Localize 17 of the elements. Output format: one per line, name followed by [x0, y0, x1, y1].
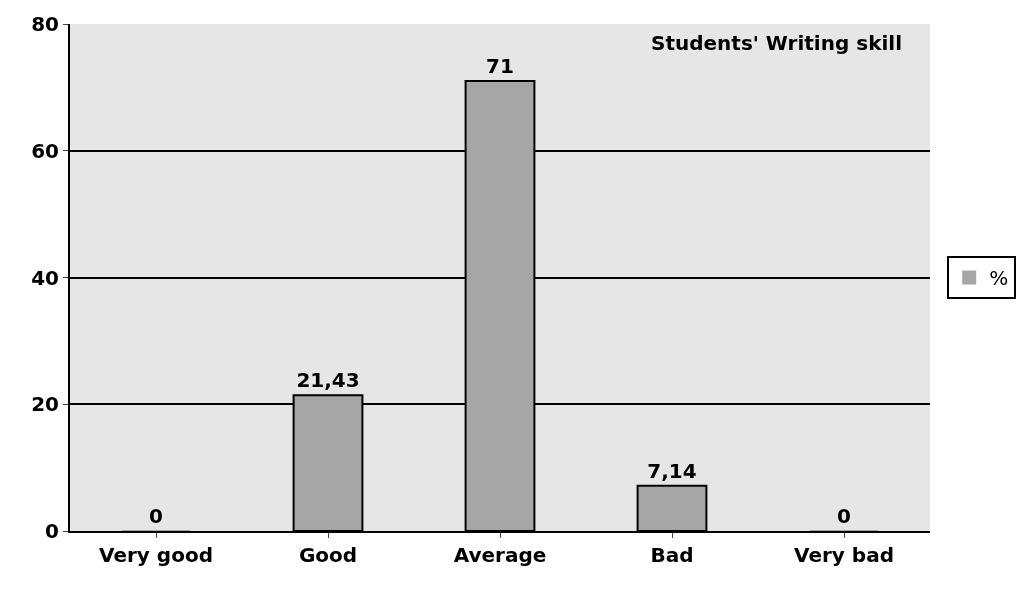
- chart-title: Students' Writing skill: [651, 31, 903, 55]
- y-tick-label: 0: [45, 519, 59, 543]
- y-tick-label: 60: [31, 138, 59, 163]
- x-tick-label: Average: [453, 543, 547, 567]
- data-label: 0: [837, 504, 851, 528]
- y-tick-label: 80: [31, 12, 59, 36]
- legend-label: %: [989, 266, 1009, 291]
- data-label: 71: [486, 54, 514, 79]
- data-label: 0: [149, 504, 163, 528]
- x-tick-label: Good: [298, 543, 358, 567]
- data-label: 7,14: [647, 458, 697, 483]
- x-tick-label: Very bad: [794, 543, 894, 567]
- y-tick-label: 40: [31, 265, 59, 290]
- x-tick-label: Bad: [650, 543, 694, 567]
- x-tick-label: Very good: [99, 543, 213, 567]
- y-tick-label: 20: [31, 392, 59, 417]
- data-label: 21,43: [296, 368, 360, 393]
